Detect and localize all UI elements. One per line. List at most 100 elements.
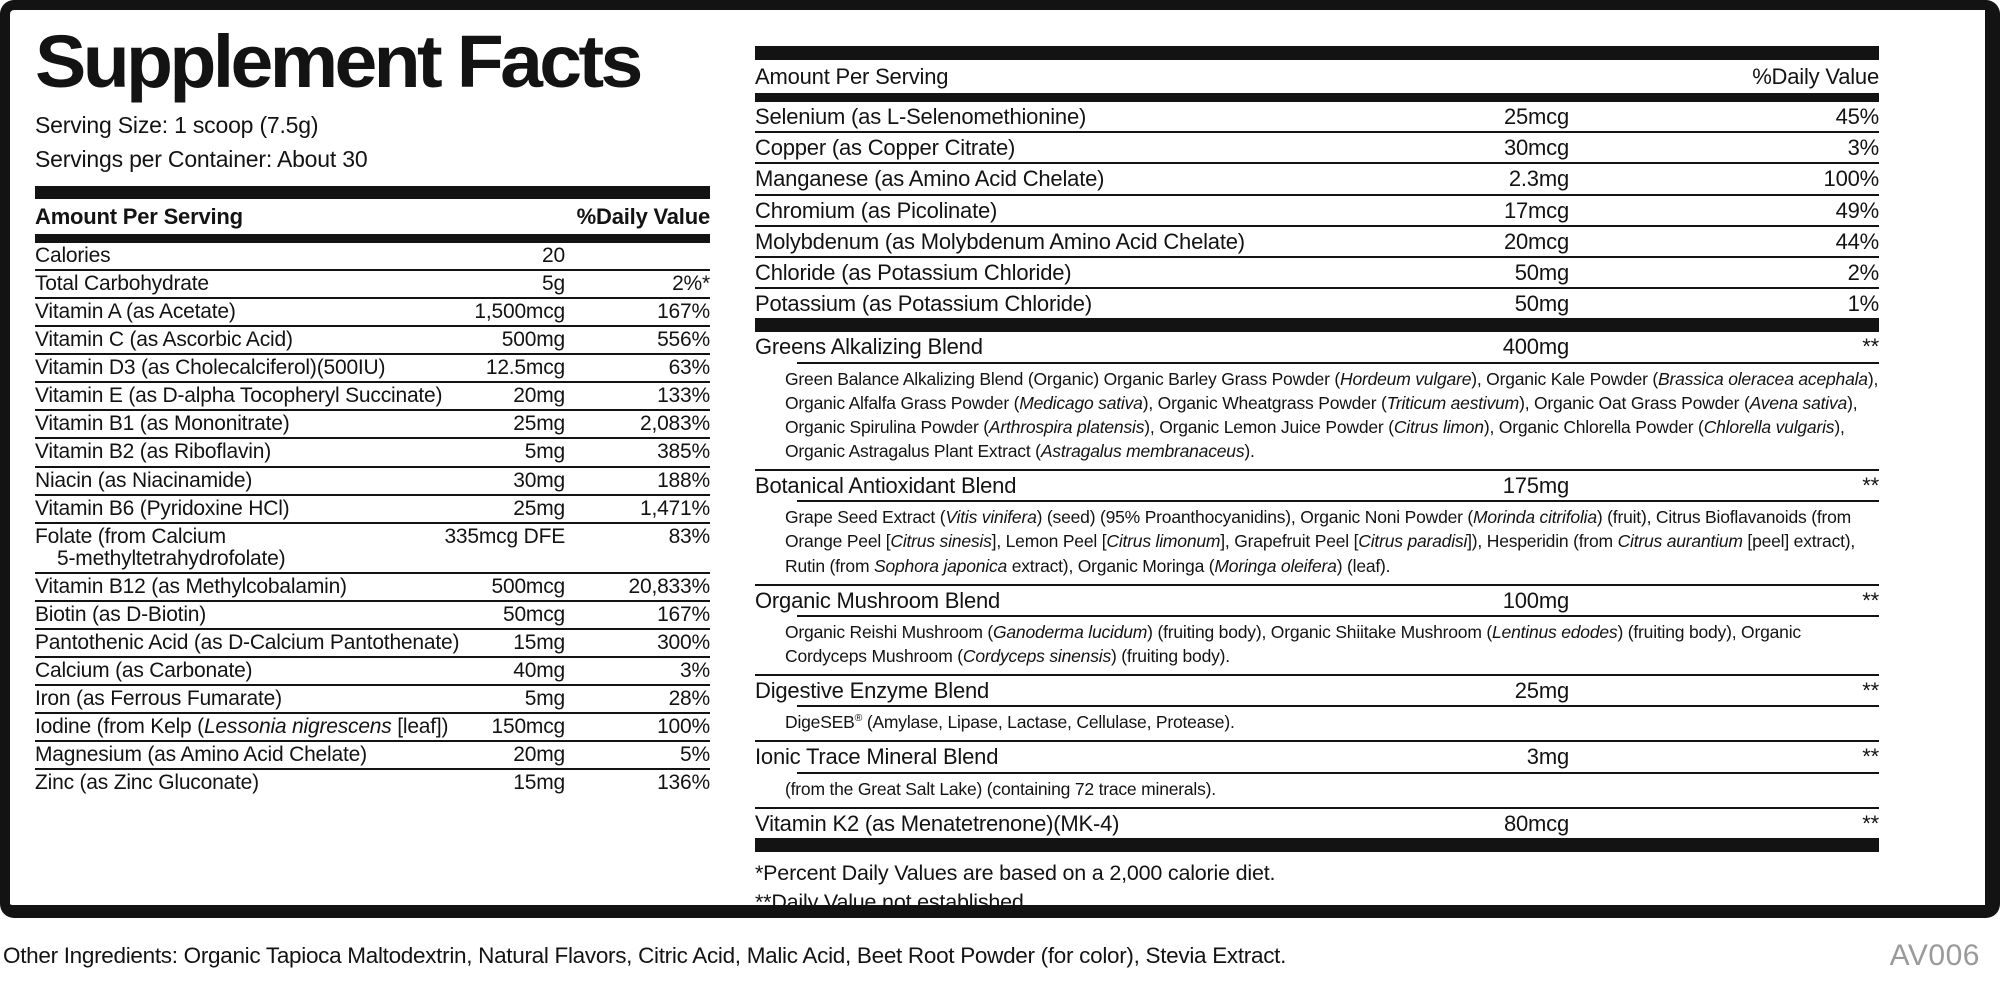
blend-daily-value: ** bbox=[1862, 744, 1879, 770]
indented-rule bbox=[797, 361, 1879, 364]
nutrient-amount: 2.3mg bbox=[1508, 166, 1569, 192]
indented-rule bbox=[797, 614, 1879, 617]
left-table-header: Amount Per Serving %Daily Value bbox=[35, 199, 710, 234]
nutrient-amount: 500mcg bbox=[491, 574, 565, 598]
nutrient-daily-value: 2%* bbox=[672, 272, 710, 296]
blend-amount: 3mg bbox=[1526, 744, 1569, 770]
blend-name: Botanical Antioxidant Blend bbox=[755, 473, 1017, 499]
nutrient-amount: 25mg bbox=[513, 412, 565, 436]
nutrient-daily-value: 63% bbox=[668, 356, 711, 380]
nutrient-name: Pantothenic Acid (as D-Calcium Pantothen… bbox=[35, 630, 460, 654]
nutrient-row: Vitamin E (as D-alpha Tocopheryl Succina… bbox=[35, 383, 710, 412]
blend-block: Greens Alkalizing Blend 400mg ** Green B… bbox=[755, 332, 1879, 469]
label-code: AV006 bbox=[1889, 939, 1980, 972]
nutrient-amount: 5g bbox=[542, 272, 565, 296]
indented-rule bbox=[797, 500, 1879, 503]
blend-name: Digestive Enzyme Blend bbox=[755, 678, 990, 704]
nutrient-name: Copper (as Copper Citrate) bbox=[755, 135, 1016, 161]
nutrient-daily-value: 556% bbox=[657, 328, 710, 352]
nutrient-daily-value: 28% bbox=[668, 686, 711, 710]
footnote-not-established: **Daily Value not established. bbox=[755, 890, 1030, 914]
nutrient-name: Vitamin B6 (Pyridoxine HCl) bbox=[35, 496, 290, 520]
nutrient-name: Total Carbohydrate bbox=[35, 272, 209, 296]
nutrient-amount: 50mcg bbox=[502, 602, 565, 626]
divider-bar-thick bbox=[35, 186, 710, 200]
nutrient-amount: 15mg bbox=[513, 630, 565, 654]
blend-section: Greens Alkalizing Blend 400mg ** Green B… bbox=[755, 332, 1879, 838]
daily-value-header: %Daily Value bbox=[576, 204, 711, 230]
blend-amount: 175mg bbox=[1502, 473, 1569, 499]
nutrient-amount: 30mcg bbox=[1503, 135, 1569, 161]
nutrient-daily-value: 133% bbox=[657, 384, 710, 408]
nutrient-name: Iron (as Ferrous Fumarate) bbox=[35, 686, 282, 710]
label-title: Supplement Facts bbox=[35, 20, 643, 103]
nutrient-amount: 500mg bbox=[501, 328, 565, 352]
blend-block: Botanical Antioxidant Blend 175mg ** Gra… bbox=[755, 469, 1879, 584]
nutrient-name: Vitamin E (as D-alpha Tocopheryl Succina… bbox=[35, 384, 443, 408]
divider-bar-medium bbox=[35, 234, 710, 244]
blend-block: Digestive Enzyme Blend 25mg ** DigeSEB® … bbox=[755, 674, 1879, 740]
nutrient-row: Zinc (as Zinc Gluconate) 15mg 136% bbox=[35, 770, 710, 796]
blend-daily-value: ** bbox=[1862, 587, 1879, 613]
nutrient-amount: 50mg bbox=[1514, 259, 1569, 285]
blend-description: Grape Seed Extract (Vitis vinifera) (see… bbox=[785, 507, 1856, 576]
nutrient-amount: 20 bbox=[542, 244, 565, 268]
blend-block: Ionic Trace Mineral Blend 3mg ** (from t… bbox=[755, 740, 1879, 806]
blend-block: Organic Mushroom Blend 100mg ** Organic … bbox=[755, 583, 1879, 674]
nutrient-row: Vitamin A (as Acetate) 1,500mcg 167% bbox=[35, 299, 710, 328]
blend-row: Vitamin K2 (as Menatetrenone)(MK-4) 80mc… bbox=[755, 806, 1879, 838]
nutrient-amount: 20mg bbox=[513, 384, 565, 408]
nutrient-daily-value: 3% bbox=[1847, 135, 1880, 161]
blend-row: Ionic Trace Mineral Blend 3mg ** bbox=[755, 740, 1879, 771]
nutrient-daily-value: 167% bbox=[657, 300, 710, 324]
divider-bar-medium bbox=[755, 93, 1879, 102]
blend-block: Vitamin K2 (as Menatetrenone)(MK-4) 80mc… bbox=[755, 806, 1879, 838]
right-nutrient-table: Selenium (as L-Selenomethionine) 25mcg 4… bbox=[755, 102, 1879, 318]
servings-per-container: Servings per Container: About 30 bbox=[35, 145, 368, 172]
nutrient-row: Vitamin B12 (as Methylcobalamin) 500mcg … bbox=[35, 574, 710, 602]
nutrient-name: Biotin (as D-Biotin) bbox=[35, 602, 207, 626]
nutrient-name: Chloride (as Potassium Chloride) bbox=[755, 259, 1072, 285]
nutrient-name: Vitamin B12 (as Methylcobalamin) bbox=[35, 574, 347, 598]
nutrient-daily-value: 83% bbox=[668, 524, 711, 548]
nutrient-name: Potassium (as Potassium Chloride) bbox=[755, 291, 1092, 317]
nutrient-daily-value: 100% bbox=[1823, 166, 1880, 192]
blend-daily-value: ** bbox=[1862, 473, 1879, 499]
indented-rule bbox=[797, 771, 1879, 774]
right-column: Amount Per Serving %Daily Value Selenium… bbox=[710, 10, 1985, 905]
left-nutrient-table: Calories 20 Total Carbohydrate 5g 2%* Vi… bbox=[35, 243, 710, 796]
nutrient-daily-value: 1% bbox=[1847, 291, 1880, 317]
nutrient-row: Pantothenic Acid (as D-Calcium Pantothen… bbox=[35, 630, 710, 658]
nutrient-daily-value: 136% bbox=[657, 771, 710, 795]
nutrient-amount: 12.5mcg bbox=[485, 356, 565, 380]
nutrient-name: Zinc (as Zinc Gluconate) bbox=[35, 771, 259, 795]
nutrient-daily-value: 5% bbox=[680, 743, 710, 766]
blend-amount: 100mg bbox=[1502, 587, 1569, 613]
nutrient-row: Molybdenum (as Molybdenum Amino Acid Che… bbox=[755, 227, 1879, 258]
blend-amount: 400mg bbox=[1502, 334, 1569, 360]
nutrient-row: Potassium (as Potassium Chloride) 50mg 1… bbox=[755, 289, 1879, 318]
indented-rule bbox=[797, 705, 1879, 708]
nutrient-daily-value: 167% bbox=[657, 602, 710, 626]
nutrient-name: Selenium (as L-Selenomethionine) bbox=[755, 104, 1087, 129]
nutrient-amount: 150mcg bbox=[491, 714, 565, 738]
nutrient-amount: 30mg bbox=[513, 468, 565, 492]
nutrient-name: Calcium (as Carbonate) bbox=[35, 658, 253, 682]
blend-description: (from the Great Salt Lake) (containing 7… bbox=[785, 778, 1216, 799]
nutrient-amount: 1,500mcg bbox=[474, 300, 565, 324]
nutrient-daily-value: 1,471% bbox=[639, 496, 710, 520]
nutrient-daily-value: 49% bbox=[1835, 197, 1880, 223]
nutrient-amount: 5mg bbox=[524, 686, 565, 710]
blend-description: DigeSEB® (Amylase, Lipase, Lactase, Cell… bbox=[785, 712, 1235, 733]
nutrient-name: Vitamin C (as Ascorbic Acid) bbox=[35, 328, 293, 352]
nutrient-row: Calcium (as Carbonate) 40mg 3% bbox=[35, 658, 710, 686]
blend-amount: 80mcg bbox=[1503, 810, 1569, 836]
nutrient-row: Niacin (as Niacinamide) 30mg 188% bbox=[35, 468, 710, 496]
blend-description: Organic Reishi Mushroom (Ganoderma lucid… bbox=[785, 621, 1801, 666]
other-ingredients: Other Ingredients: Organic Tapioca Malto… bbox=[3, 943, 1287, 968]
nutrient-daily-value: 45% bbox=[1835, 104, 1880, 129]
blend-daily-value: ** bbox=[1862, 334, 1879, 360]
nutrient-daily-value: 300% bbox=[657, 630, 710, 654]
blend-amount: 25mg bbox=[1514, 678, 1569, 704]
